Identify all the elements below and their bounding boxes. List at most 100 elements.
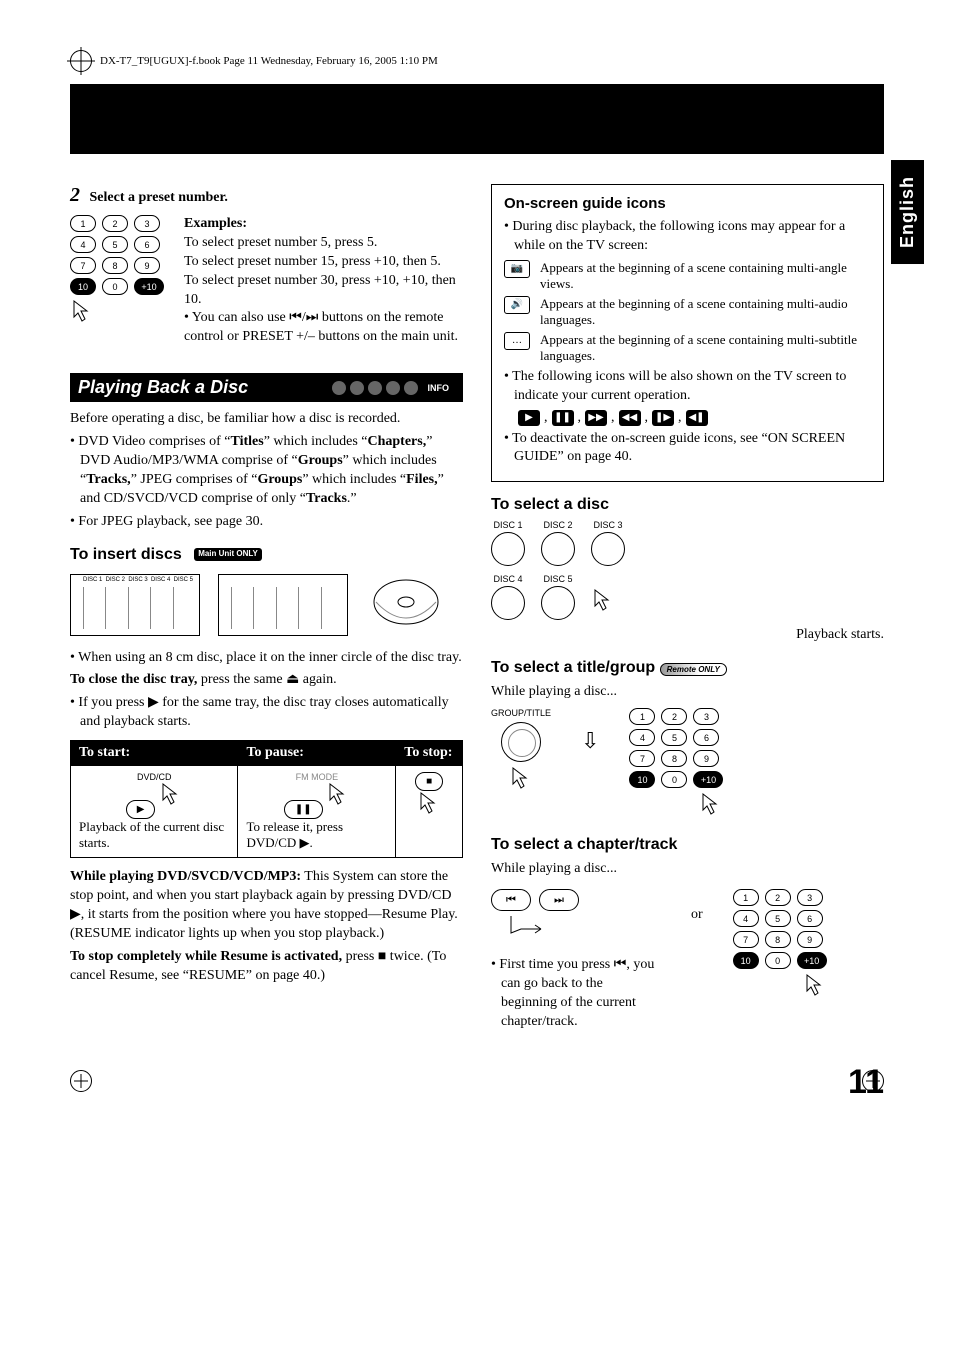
reg-mark-icon	[862, 1070, 884, 1092]
controls-table: To start: To pause: To stop: DVD/CD ▶ Pl…	[70, 740, 463, 858]
next-track-button[interactable]: ⏭	[539, 889, 579, 911]
multi-angle-icon: 📷	[504, 260, 530, 278]
main-unit-badge: Main Unit ONLY	[194, 548, 262, 561]
insert-discs-head: To insert discs Main Unit ONLY	[70, 546, 463, 564]
section-playing-back: Playing Back a Disc INFO	[70, 373, 463, 402]
th-pause: To pause:	[238, 741, 396, 766]
disc-dot-icon	[368, 381, 382, 395]
td-stop: ■	[396, 766, 463, 858]
key-3[interactable]: 3	[134, 215, 160, 232]
key-0[interactable]: 0	[102, 278, 128, 295]
key-4[interactable]: 4	[733, 910, 759, 927]
section-title: Playing Back a Disc	[78, 377, 248, 398]
th-stop: To stop:	[396, 741, 463, 766]
key-plus10[interactable]: +10	[693, 771, 723, 788]
arrow-icon: ⇩	[581, 728, 599, 754]
pause-icon: ❚❚	[552, 410, 574, 426]
disc-select-buttons: DISC 1 DISC 2 DISC 3 DISC 4 DISC 5	[491, 520, 884, 622]
stop-button-icon: ■	[415, 772, 443, 791]
key-5[interactable]: 5	[102, 236, 128, 253]
key-3[interactable]: 3	[693, 708, 719, 725]
select-title-head: To select a title/group Remote ONLY	[491, 659, 884, 677]
key-9[interactable]: 9	[134, 257, 160, 274]
key-5[interactable]: 5	[661, 729, 687, 746]
key-plus10[interactable]: +10	[797, 952, 827, 969]
onscreen-guide-box: On-screen guide icons • During disc play…	[491, 184, 884, 482]
playback-starts: Playback starts.	[491, 626, 884, 645]
key-4[interactable]: 4	[70, 236, 96, 253]
disc-2-button[interactable]	[541, 532, 575, 566]
cd-icon	[366, 574, 446, 639]
key-plus10[interactable]: +10	[134, 278, 164, 295]
pointer-icon	[417, 791, 441, 821]
intro-text: Before operating a disc, be familiar how…	[70, 410, 463, 429]
key-0[interactable]: 0	[661, 771, 687, 788]
key-10[interactable]: 10	[629, 771, 655, 788]
disc-dot-icon	[386, 381, 400, 395]
key-6[interactable]: 6	[134, 236, 160, 253]
key-4[interactable]: 4	[629, 729, 655, 746]
icon3-text: Appears at the beginning of a scene cont…	[540, 332, 871, 364]
disc-5-button[interactable]	[541, 586, 575, 620]
book-info: DX-T7_T9[UGUX]-f.book Page 11 Wednesday,…	[100, 55, 438, 67]
example-line-1: To select preset number 5, press 5.	[184, 234, 463, 253]
disc-1-button[interactable]	[491, 532, 525, 566]
key-8[interactable]: 8	[102, 257, 128, 274]
resume-text: While playing DVD/SVCD/VCD/MP3: This Sys…	[70, 868, 463, 944]
left-column: 2 Select a preset number. 1 2 3 4 5 6	[70, 184, 463, 1036]
key-5[interactable]: 5	[765, 910, 791, 927]
press-play-note: • If you press ▶ for the same tray, the …	[70, 694, 463, 732]
language-tab: English	[891, 160, 924, 264]
playback-icons: ▶, ❚❚, ▶▶, ◀◀, ❚▶, ◀❚	[518, 410, 871, 426]
key-7[interactable]: 7	[629, 750, 655, 767]
disc-dot-icon	[332, 381, 346, 395]
key-8[interactable]: 8	[661, 750, 687, 767]
prev-track-button[interactable]: ⏮	[491, 889, 531, 911]
box-intro: • During disc playback, the following ic…	[504, 218, 871, 256]
key-2[interactable]: 2	[661, 708, 687, 725]
pointer-icon	[509, 766, 533, 796]
step-fwd-icon: ❚▶	[652, 410, 674, 426]
key-6[interactable]: 6	[693, 729, 719, 746]
key-9[interactable]: 9	[693, 750, 719, 767]
key-10[interactable]: 10	[70, 278, 96, 295]
multi-audio-icon: 🔊	[504, 296, 530, 314]
title-band	[70, 84, 884, 154]
key-3[interactable]: 3	[797, 889, 823, 906]
key-7[interactable]: 7	[733, 931, 759, 948]
key-1[interactable]: 1	[70, 215, 96, 232]
box-mid: • The following icons will be also shown…	[504, 368, 871, 406]
pointer-icon	[699, 792, 723, 822]
key-2[interactable]: 2	[765, 889, 791, 906]
key-6[interactable]: 6	[797, 910, 823, 927]
key-9[interactable]: 9	[797, 931, 823, 948]
disc-dot-icon	[404, 381, 418, 395]
group-title-knob[interactable]: GROUP/TITLE	[491, 708, 551, 798]
pause-button-icon: ❚❚	[284, 800, 323, 819]
reg-mark-icon	[70, 1070, 92, 1092]
bullet-formats: • DVD Video comprises of “Titles” which …	[70, 433, 463, 509]
key-8[interactable]: 8	[765, 931, 791, 948]
multi-subtitle-icon: …	[504, 332, 530, 350]
key-1[interactable]: 1	[629, 708, 655, 725]
registration-marks	[70, 1070, 884, 1092]
key-10[interactable]: 10	[733, 952, 759, 969]
pointer-icon	[326, 782, 350, 812]
key-0[interactable]: 0	[765, 952, 791, 969]
keypad: 1 2 3 4 5 6 7 8 9 10	[70, 215, 164, 347]
disc-3-button[interactable]	[591, 532, 625, 566]
example-line-3: To select preset number 30, press +10, +…	[184, 272, 463, 310]
key-1[interactable]: 1	[733, 889, 759, 906]
disc-4-button[interactable]	[491, 586, 525, 620]
first-time-note: • First time you press ⏮, you can go bac…	[491, 956, 661, 1032]
box-end: • To deactivate the on-screen guide icon…	[504, 430, 871, 468]
td-pause: FM MODE ❚❚ To release it, press DVD/CD ▶…	[238, 766, 396, 858]
while-playing-1: While playing a disc...	[491, 683, 884, 702]
key-7[interactable]: 7	[70, 257, 96, 274]
pointer-icon	[70, 299, 94, 329]
select-chapter-head: To select a chapter/track	[491, 836, 884, 854]
examples-title: Examples:	[184, 216, 247, 231]
key-2[interactable]: 2	[102, 215, 128, 232]
th-start: To start:	[71, 741, 238, 766]
rwd-icon: ◀◀	[619, 410, 641, 426]
